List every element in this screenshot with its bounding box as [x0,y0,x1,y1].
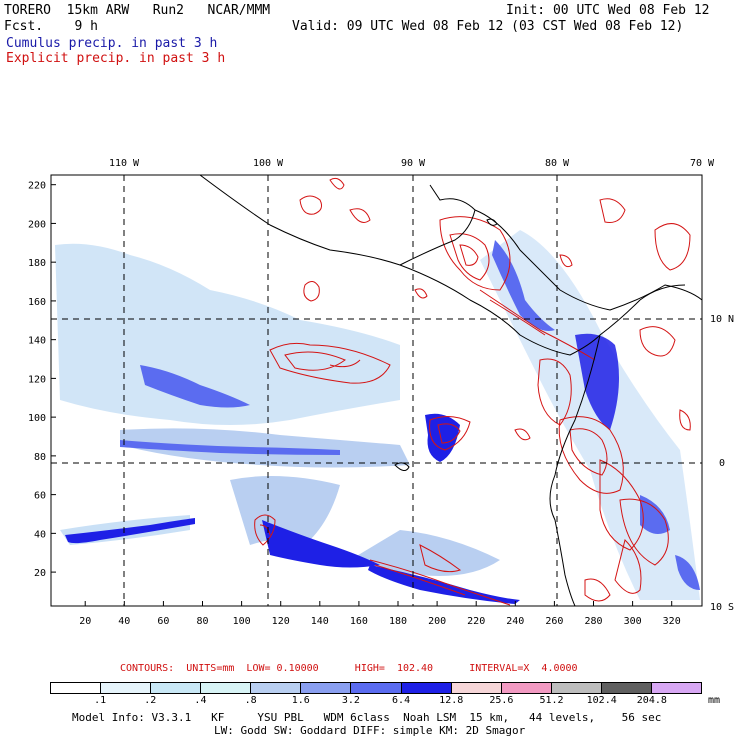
precip-fields [51,175,702,606]
colorbar-swatch [251,683,302,693]
y-tick-label: 60 [34,491,46,502]
longitude-label: 70 W [690,158,715,169]
colorbar-swatch [201,683,252,693]
x-tick-label: 300 [624,616,642,627]
colorbar-label: 204.8 [636,695,667,706]
latitude-label: 10 S [710,602,734,613]
colorbar-label: 102.4 [586,695,617,706]
latitude-label: 0 [719,458,725,469]
y-tick-label: 80 [34,452,46,463]
y-tick-label: 40 [34,529,46,540]
x-tick-label: 180 [389,616,407,627]
x-tick-label: 80 [196,616,208,627]
colorbar-label: 51.2 [539,695,564,706]
coastline-south-america [549,334,601,606]
y-tick-label: 160 [28,297,46,308]
colorbar [50,682,702,694]
colorbar-swatch [401,683,452,693]
colorbar-swatch [651,683,702,693]
x-tick-label: 140 [311,616,329,627]
colorbar-label: 25.6 [489,695,514,706]
explicit-precip-contours [254,177,691,606]
x-tick-label: 220 [467,616,485,627]
legend-cumulus: Cumulus precip. in past 3 h [6,36,218,51]
longitude-label: 80 W [545,158,570,169]
model-info-line2: LW: Godd SW: Goddard DIFF: simple KM: 2D… [214,724,526,737]
x-tick-label: 40 [118,616,130,627]
y-tick-label: 20 [34,568,46,579]
y-tick-label: 140 [28,336,46,347]
colorbar-swatch [501,683,552,693]
cumulus-precip-area-west [55,243,400,425]
cumulus-precip-area-south [230,476,340,545]
x-axis: 20 40 60 80 100 120 140 160 180 200 220 240 260 280 30… [79,601,681,627]
colorbar-swatch [351,683,402,693]
colorbar-label: .8 [244,695,257,706]
y-tick-label: 120 [28,374,46,385]
colorbar-label: 1.6 [291,695,310,706]
cumulus-precip-core-east2 [675,555,700,590]
forecast-hour: Fcst. 9 h [4,19,98,34]
coastline-island [486,218,498,226]
map-frame [50,174,703,607]
x-tick-label: 260 [545,616,563,627]
colorbar-label: .1 [94,695,107,706]
coastlines [199,175,702,606]
colorbar-swatch [301,683,352,693]
model-title: TORERO 15km ARW Run2 NCAR/MMM [4,3,271,18]
colorbar-swatch [601,683,652,693]
longitude-label: 90 W [401,158,426,169]
y-tick-label: 100 [28,413,46,424]
x-tick-label: 280 [584,616,602,627]
cumulus-precip-core-coast [575,333,619,430]
y-tick-label: 220 [28,181,46,192]
cumulus-precip-core-north [492,240,555,331]
longitude-label: 110 W [109,158,140,169]
colorbar-swatch [101,683,152,693]
cumulus-precip-band-west [140,365,250,408]
model-info-line1: Model Info: V3.3.1 KF YSU PBL WDM 6class… [72,711,662,724]
coastline-central-america [399,264,686,356]
x-tick-label: 240 [506,616,524,627]
x-tick-label: 100 [233,616,251,627]
cumulus-precip-core-se [640,495,670,534]
cumulus-precip-band-mid [120,440,340,455]
x-tick-label: 20 [79,616,91,627]
y-tick-label: 200 [28,219,46,230]
init-time: Init: 00 UTC Wed 08 Feb 12 [506,3,710,18]
latitude-label: 10 N [710,314,734,325]
coastline-galapagos [394,462,410,471]
colorbar-label: .4 [194,695,207,706]
colorbar-label: 12.8 [439,695,464,706]
y-tick-label: 180 [28,258,46,269]
longitude-label: 100 W [253,158,284,169]
colorbar-label: 3.2 [341,695,360,706]
coastline-caribbean [474,209,702,311]
colorbar-swatch [551,683,602,693]
cumulus-precip-band-sw [65,518,195,544]
valid-time: Valid: 09 UTC Wed 08 Feb 12 (03 CST Wed … [292,19,684,34]
legend-explicit: Explicit precip. in past 3 h [6,51,226,66]
colorbar-swatch [151,683,202,693]
contours-info: CONTOURS: UNITS=mm LOW= 0.10000 HIGH= 10… [120,663,578,674]
x-tick-label: 200 [428,616,446,627]
colorbar-swatch [51,683,102,693]
x-tick-label: 60 [157,616,169,627]
cumulus-precip-core-south [262,520,380,568]
colorbar-label: .2 [144,695,157,706]
cumulus-precip-core-east [425,413,460,462]
x-tick-label: 160 [350,616,368,627]
x-tick-label: 120 [272,616,290,627]
longitude-labels: 110 W 100 W 90 W 80 W 70 W [109,158,715,169]
coastline-mexico [199,175,476,266]
latitude-labels: 10 N 0 10 S [710,314,734,613]
y-axis: 20 40 60 80 100 120 140 160 180 200 220 [28,181,56,579]
colorbar-units: mm [708,695,721,706]
map-gridlines [51,175,702,606]
colorbar-label: 6.4 [392,695,411,706]
colorbar-swatch [451,683,502,693]
x-tick-label: 320 [663,616,681,627]
